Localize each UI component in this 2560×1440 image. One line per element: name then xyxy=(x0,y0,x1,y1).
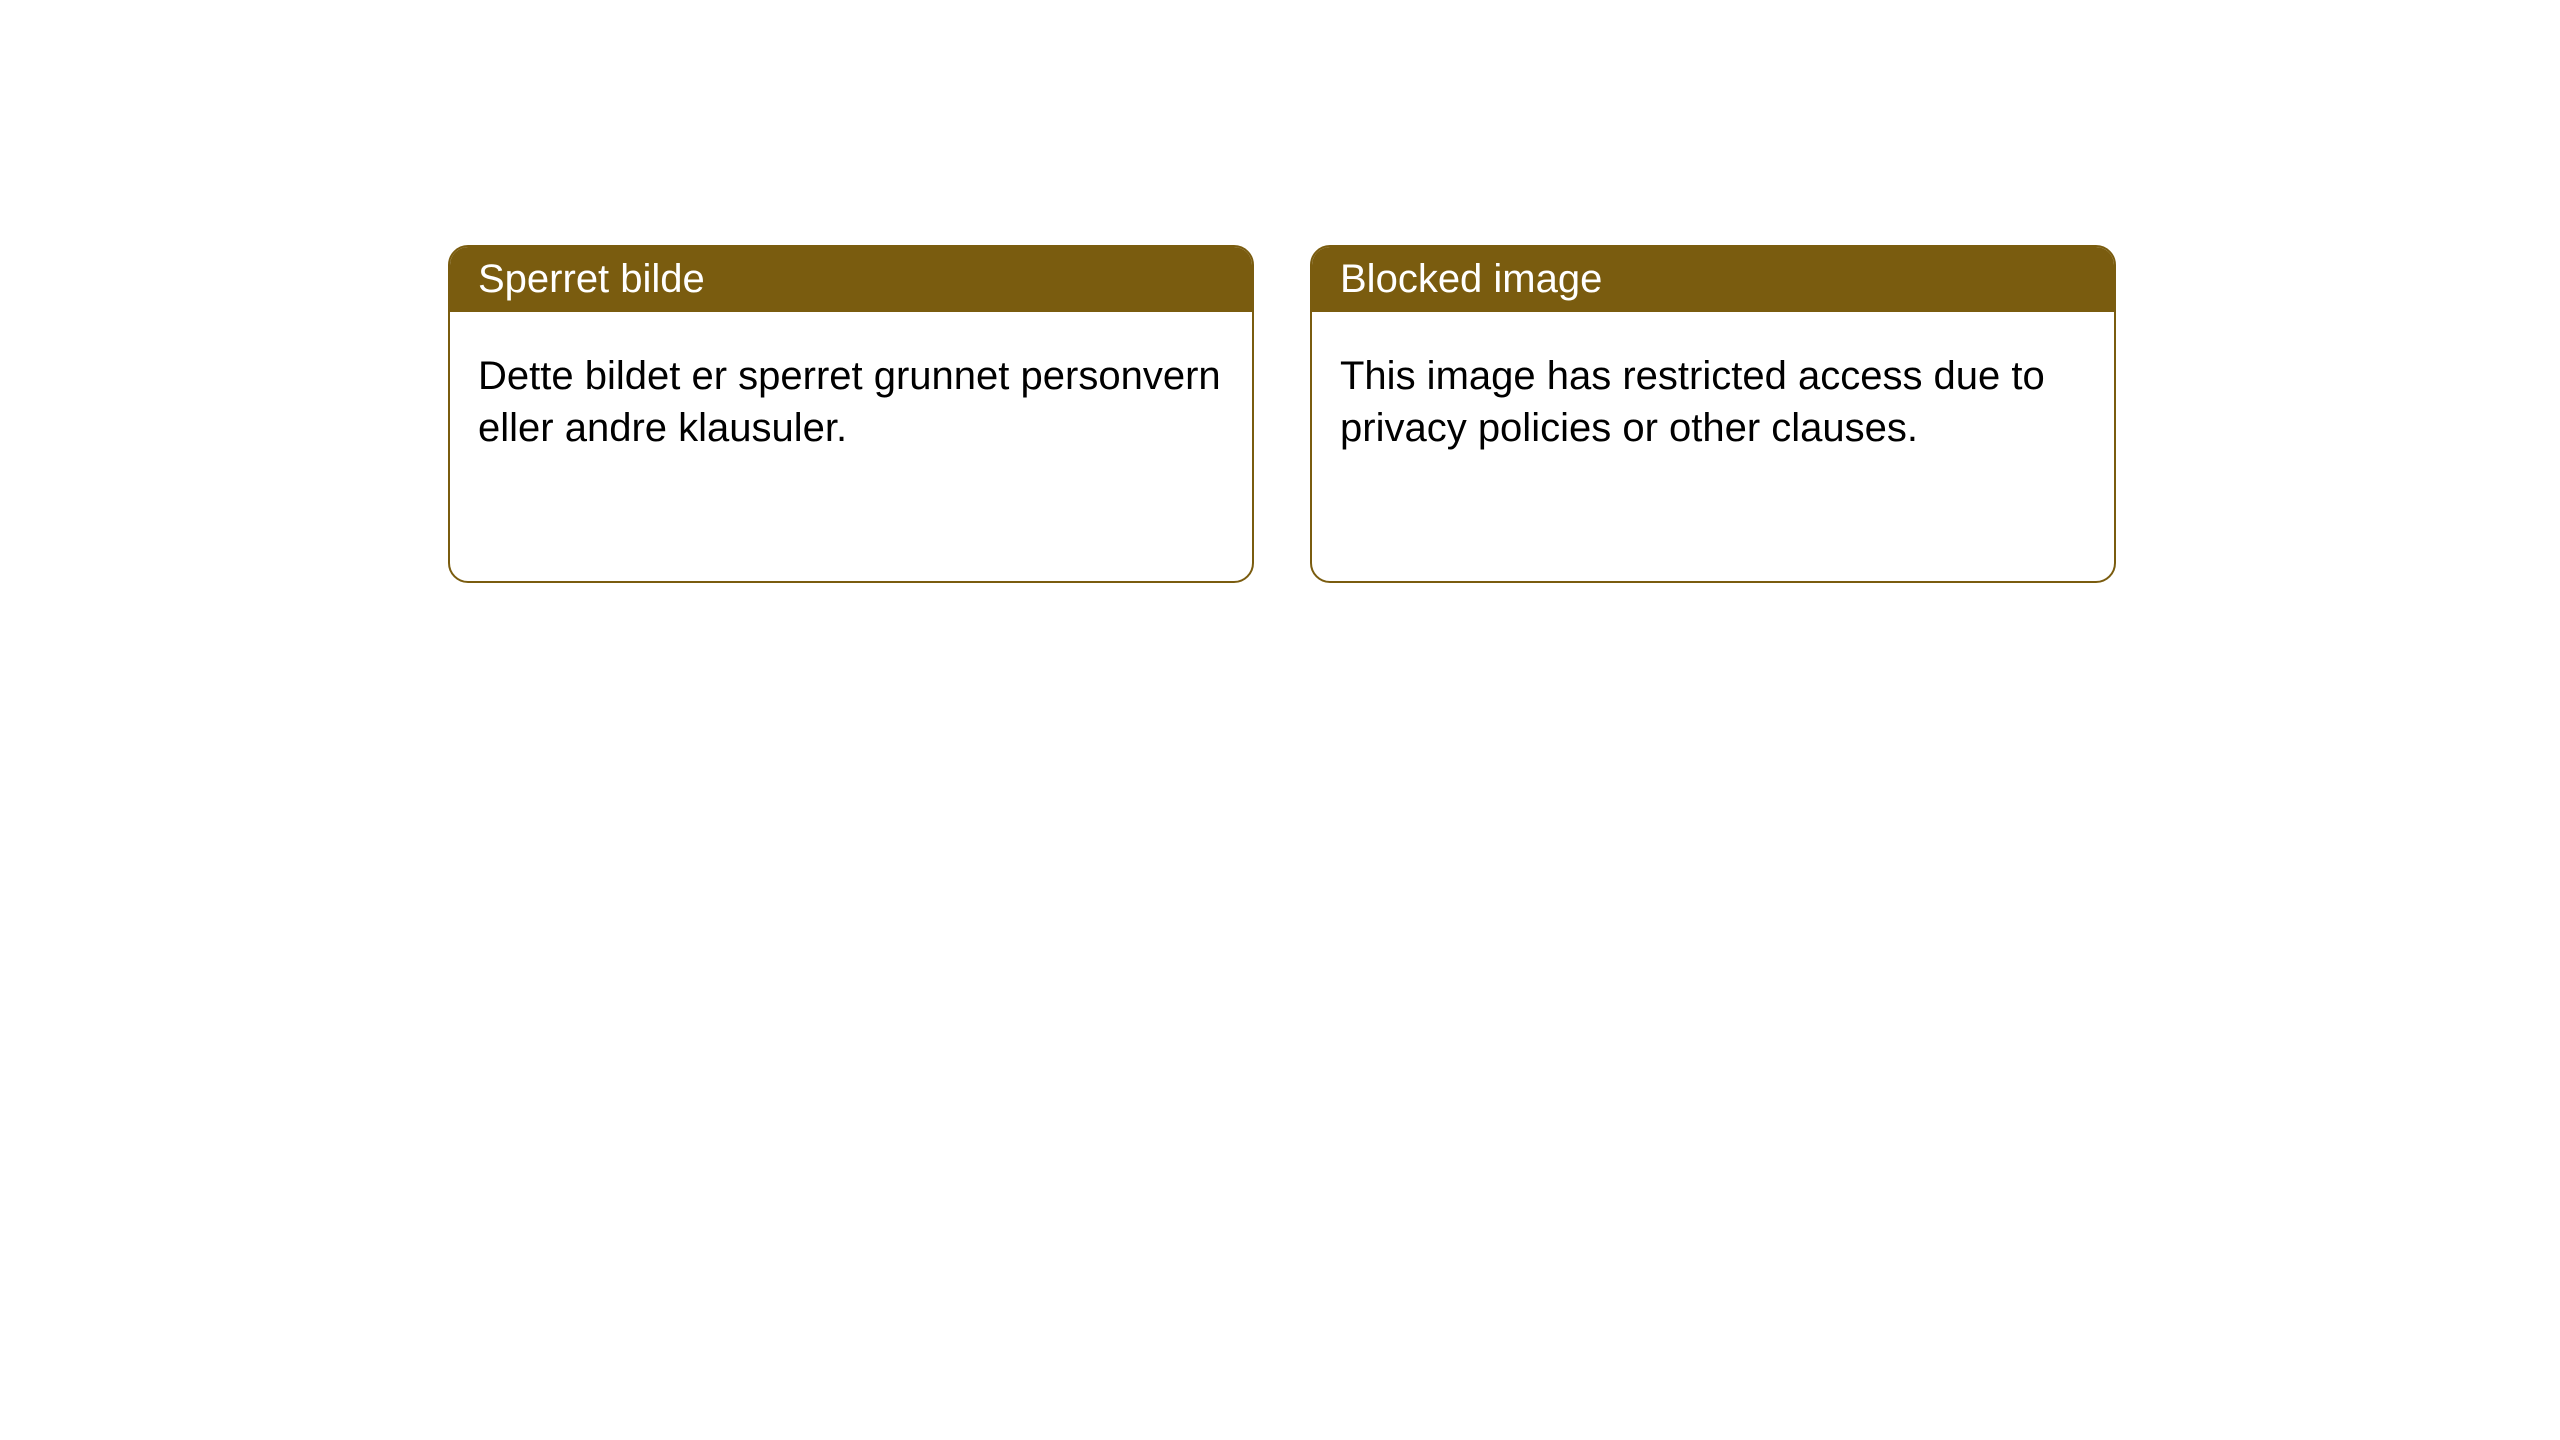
card-header: Blocked image xyxy=(1312,247,2114,312)
cards-container: Sperret bilde Dette bildet er sperret gr… xyxy=(0,0,2560,583)
info-card-norwegian: Sperret bilde Dette bildet er sperret gr… xyxy=(448,245,1254,583)
card-title: Blocked image xyxy=(1340,257,1602,301)
card-body: This image has restricted access due to … xyxy=(1312,312,2114,492)
card-body-text: This image has restricted access due to … xyxy=(1340,354,2045,450)
card-header: Sperret bilde xyxy=(450,247,1252,312)
info-card-english: Blocked image This image has restricted … xyxy=(1310,245,2116,583)
card-body: Dette bildet er sperret grunnet personve… xyxy=(450,312,1252,492)
card-body-text: Dette bildet er sperret grunnet personve… xyxy=(478,354,1221,450)
card-title: Sperret bilde xyxy=(478,257,705,301)
